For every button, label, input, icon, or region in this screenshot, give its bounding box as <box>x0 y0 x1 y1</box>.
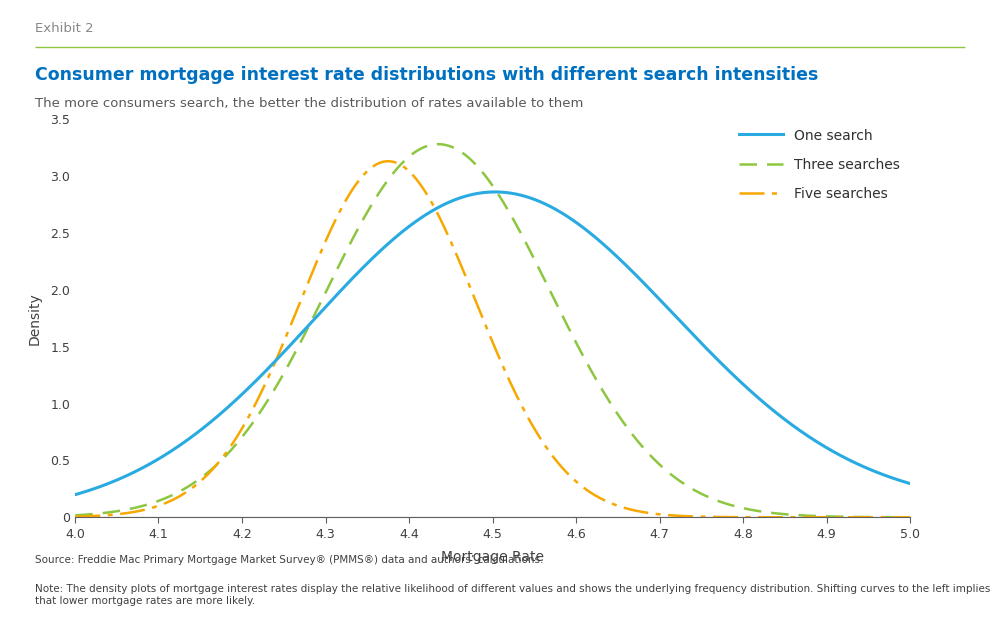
Y-axis label: Density: Density <box>28 292 42 345</box>
Text: The more consumers search, the better the distribution of rates available to the: The more consumers search, the better th… <box>35 97 583 110</box>
Legend: One search, Three searches, Five searches: One search, Three searches, Five searche… <box>736 126 903 204</box>
Text: Source: Freddie Mac Primary Mortgage Market Survey® (PMMS®) data and authors’ ca: Source: Freddie Mac Primary Mortgage Mar… <box>35 555 543 565</box>
Text: Note: The density plots of mortgage interest rates display the relative likeliho: Note: The density plots of mortgage inte… <box>35 584 990 606</box>
Text: Exhibit 2: Exhibit 2 <box>35 22 94 35</box>
Text: Consumer mortgage interest rate distributions with different search intensities: Consumer mortgage interest rate distribu… <box>35 66 818 84</box>
X-axis label: Mortgage Rate: Mortgage Rate <box>441 551 544 564</box>
